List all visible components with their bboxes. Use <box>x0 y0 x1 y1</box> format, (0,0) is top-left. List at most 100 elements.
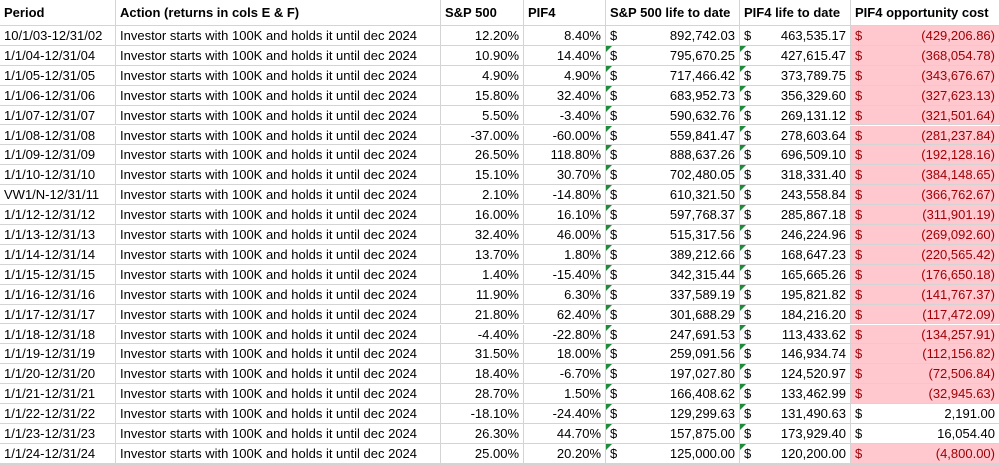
action-cell: Investor starts with 100K and holds it u… <box>116 284 441 305</box>
error-indicator <box>740 284 746 291</box>
currency-cell: $ (429,206.86) <box>851 26 1000 46</box>
percent-cell: 2.10% <box>441 185 524 206</box>
currency-symbol: $ <box>744 266 752 282</box>
currency-symbol: $ <box>855 107 863 123</box>
currency-symbol: $ <box>855 87 863 103</box>
amount: 888,637.26 <box>669 147 735 163</box>
currency-symbol: $ <box>855 167 863 183</box>
header-cell: S&P 500 life to date <box>606 0 740 26</box>
currency-cell: $ (192,128.16) <box>851 145 1000 166</box>
percent-cell: 21.80% <box>441 304 524 325</box>
percent-cell: 31.50% <box>441 344 524 365</box>
currency-symbol: $ <box>610 445 618 461</box>
percent-cell: -15.40% <box>524 264 606 285</box>
period-cell: 1/1/06-12/31/06 <box>0 85 116 106</box>
currency-symbol: $ <box>744 28 752 43</box>
amount: 301,688.29 <box>669 306 735 322</box>
currency-symbol: $ <box>855 67 863 83</box>
currency-cell: $131,490.63 <box>740 404 851 424</box>
currency-symbol: $ <box>610 187 618 203</box>
currency-cell: $888,637.26 <box>606 145 740 166</box>
amount: 247,691.53 <box>669 326 735 342</box>
currency-cell: $166,408.62 <box>606 384 740 405</box>
empty-cell <box>606 463 740 465</box>
amount: 124,520.97 <box>780 366 846 382</box>
currency-symbol: $ <box>610 426 618 441</box>
error-indicator <box>740 384 746 391</box>
currency-symbol: $ <box>744 87 752 103</box>
empty-cell <box>441 463 524 465</box>
action-cell: Investor starts with 100K and holds it u… <box>116 344 441 365</box>
amount: 133,462.99 <box>780 386 846 402</box>
percent-cell: 20.20% <box>524 443 606 464</box>
currency-symbol: $ <box>610 326 618 342</box>
currency-symbol: $ <box>610 107 618 123</box>
currency-cell: $ (72,506.84) <box>851 364 1000 385</box>
amount: 342,315.44 <box>669 266 735 282</box>
error-indicator <box>740 304 746 311</box>
action-cell: Investor starts with 100K and holds it u… <box>116 105 441 126</box>
action-cell: Investor starts with 100K and holds it u… <box>116 145 441 166</box>
amount: 717,466.42 <box>669 67 735 83</box>
currency-symbol: $ <box>744 306 752 322</box>
currency-symbol: $ <box>855 406 863 422</box>
currency-cell: $717,466.42 <box>606 65 740 86</box>
amount: 702,480.05 <box>669 167 735 183</box>
period-cell: 1/1/24-12/31/24 <box>0 443 116 464</box>
error-indicator <box>606 65 612 72</box>
amount: 597,768.37 <box>669 207 735 223</box>
currency-symbol: $ <box>610 286 618 302</box>
percent-cell: 16.10% <box>524 205 606 225</box>
amount: 165,665.26 <box>780 266 846 282</box>
amount: 696,509.10 <box>780 147 846 163</box>
currency-symbol: $ <box>744 207 752 223</box>
action-cell: Investor starts with 100K and holds it u… <box>116 384 441 405</box>
currency-cell: $ (368,054.78) <box>851 45 1000 66</box>
currency-cell: $ (281,237.84) <box>851 125 1000 146</box>
error-indicator <box>740 45 746 52</box>
currency-cell: $ (311,901.19) <box>851 205 1000 225</box>
action-cell: Investor starts with 100K and holds it u… <box>116 443 441 464</box>
action-cell: Investor starts with 100K and holds it u… <box>116 264 441 285</box>
amount: (269,092.60) <box>921 227 995 242</box>
currency-cell: $ (321,501.64) <box>851 105 1000 126</box>
action-cell: Investor starts with 100K and holds it u… <box>116 85 441 106</box>
error-indicator <box>606 424 612 430</box>
error-indicator <box>606 364 612 371</box>
header-cell: Period <box>0 0 116 26</box>
period-cell: 1/1/18-12/31/18 <box>0 324 116 345</box>
period-cell: 1/1/12-12/31/12 <box>0 205 116 225</box>
amount: (366,762.67) <box>921 187 995 203</box>
amount: 243,558.84 <box>780 187 846 203</box>
currency-cell: $246,224.96 <box>740 225 851 245</box>
currency-cell: $157,875.00 <box>606 424 740 444</box>
error-indicator <box>606 225 612 231</box>
period-cell: 1/1/19-12/31/19 <box>0 344 116 365</box>
action-cell: Investor starts with 100K and holds it u… <box>116 404 441 424</box>
currency-cell: $ (134,257.91) <box>851 324 1000 345</box>
percent-cell: 44.70% <box>524 424 606 444</box>
percent-cell: 1.40% <box>441 264 524 285</box>
currency-cell: $892,742.03 <box>606 26 740 46</box>
amount: (141,767.37) <box>921 286 995 302</box>
currency-cell: $683,952.73 <box>606 85 740 106</box>
percent-cell: 118.80% <box>524 145 606 166</box>
error-indicator <box>740 404 746 411</box>
error-indicator <box>606 404 612 411</box>
error-indicator <box>740 443 746 450</box>
percent-cell: 18.40% <box>441 364 524 385</box>
currency-cell: $389,212.66 <box>606 244 740 265</box>
error-indicator <box>606 145 612 152</box>
currency-symbol: $ <box>855 227 863 242</box>
percent-cell: 46.00% <box>524 225 606 245</box>
error-indicator <box>740 145 746 152</box>
amount: (192,128.16) <box>921 147 995 163</box>
currency-symbol: $ <box>855 346 863 362</box>
percent-cell: 25.00% <box>441 443 524 464</box>
currency-cell: $129,299.63 <box>606 404 740 424</box>
error-indicator <box>606 324 612 331</box>
amount: 129,299.63 <box>669 406 735 422</box>
currency-symbol: $ <box>610 266 618 282</box>
currency-cell: $597,768.37 <box>606 205 740 225</box>
currency-symbol: $ <box>610 207 618 223</box>
